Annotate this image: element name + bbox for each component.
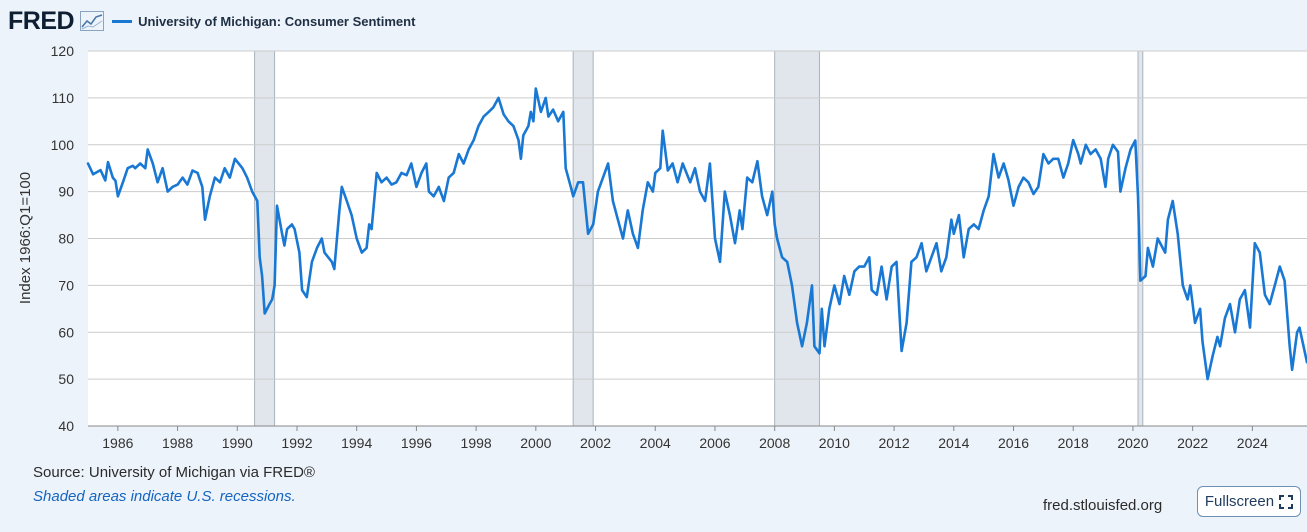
x-tick-label: 1994 <box>341 435 372 451</box>
x-tick-label: 1988 <box>162 435 193 451</box>
x-tick-label: 2010 <box>819 435 850 451</box>
legend-label: University of Michigan: Consumer Sentime… <box>138 13 416 29</box>
x-tick-label: 1998 <box>461 435 492 451</box>
fullscreen-icon <box>1279 494 1294 509</box>
x-tick-label: 2004 <box>640 435 671 451</box>
x-tick-label: 2002 <box>580 435 611 451</box>
x-tick-label: 2012 <box>879 435 910 451</box>
x-tick-label: 2018 <box>1058 435 1089 451</box>
legend-swatch <box>112 19 133 23</box>
chart-legend: University of Michigan: Consumer Sentime… <box>112 14 415 29</box>
y-tick-label: 60 <box>58 324 74 340</box>
y-tick-label: 100 <box>51 137 75 153</box>
series-line <box>86 87 1307 381</box>
y-tick-label: 70 <box>58 277 74 293</box>
y-tick-label: 90 <box>58 184 74 200</box>
source-text: Source: University of Michigan via FRED® <box>33 464 315 481</box>
y-tick-label: 40 <box>58 418 74 434</box>
fullscreen-button[interactable]: Fullscreen <box>1197 486 1301 517</box>
fullscreen-label: Fullscreen <box>1204 493 1275 510</box>
x-tick-label: 1986 <box>102 435 133 451</box>
x-tick-label: 1992 <box>281 435 312 451</box>
x-tick-label: 1990 <box>222 435 253 451</box>
chart-header: FRED University of Michigan: Consumer Se… <box>8 6 415 36</box>
x-tick-label: 2024 <box>1237 435 1268 451</box>
y-tick-label: 80 <box>58 231 74 247</box>
y-axis-ticks: 40 50 60 70 80 90 100 110 120 <box>51 43 75 434</box>
x-tick-label: 2016 <box>998 435 1029 451</box>
x-tick-label: 2000 <box>520 435 551 451</box>
y-tick-label: 120 <box>51 43 75 59</box>
y-axis-label: Index 1966:Q1=100 <box>17 172 34 304</box>
recession-note: Shaded areas indicate U.S. recessions. <box>33 488 296 505</box>
fred-url[interactable]: fred.stlouisfed.org <box>1043 497 1163 514</box>
x-tick-label: 2022 <box>1177 435 1208 451</box>
x-axis-ticks: 1986 1988 1990 1992 1994 1996 1998 2000 2002 2004… <box>88 425 1307 451</box>
y-tick-label: 110 <box>52 90 75 106</box>
x-tick-label: 2006 <box>699 435 730 451</box>
x-tick-label: 2008 <box>759 435 790 451</box>
x-tick-label: 2020 <box>1117 435 1148 451</box>
x-tick-label: 2014 <box>938 435 969 451</box>
fred-logo[interactable]: FRED <box>8 6 75 35</box>
fred-graph-icon <box>80 11 105 31</box>
x-tick-label: 1996 <box>401 435 432 451</box>
y-tick-label: 50 <box>58 371 74 387</box>
